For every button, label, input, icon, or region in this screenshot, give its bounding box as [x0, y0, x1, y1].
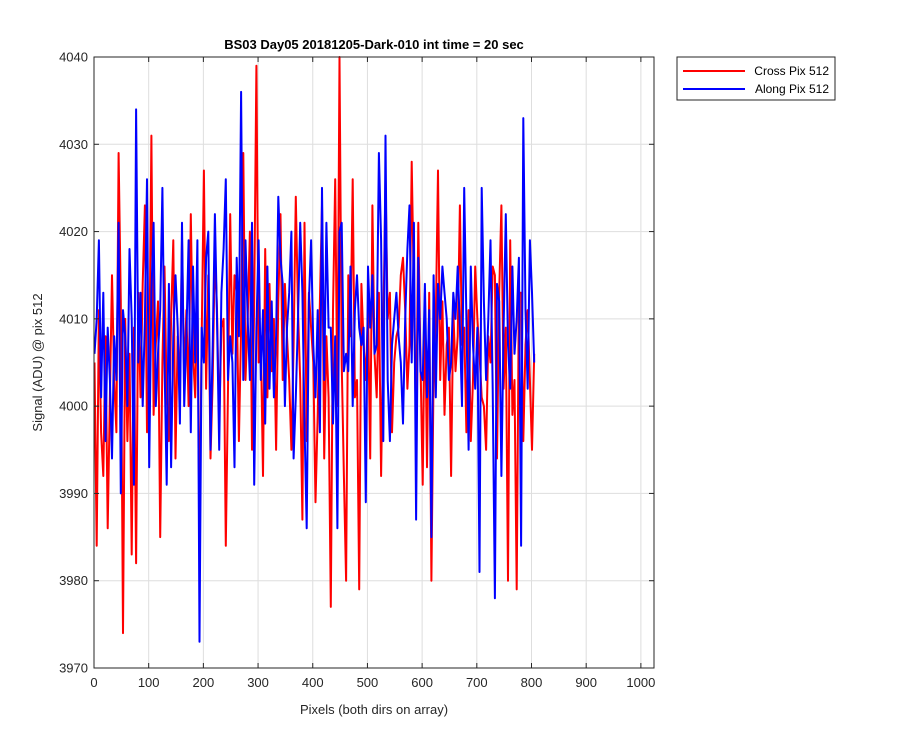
y-tick-label: 4020	[59, 224, 88, 239]
y-tick-label: 4000	[59, 399, 88, 414]
x-tick-label: 1000	[626, 675, 655, 690]
x-tick-label: 100	[138, 675, 160, 690]
y-axis-label: Signal (ADU) @ pix 512	[30, 293, 45, 431]
legend-entry: Along Pix 512	[755, 82, 829, 96]
x-axis-label: Pixels (both dirs on array)	[300, 702, 448, 717]
x-tick-label: 500	[357, 675, 379, 690]
series-line-along-pix-512	[93, 90, 536, 643]
y-tick-label: 3990	[59, 486, 88, 501]
x-tick-label: 900	[575, 675, 597, 690]
y-tick-label: 4010	[59, 311, 88, 326]
x-tick-label: 400	[302, 675, 324, 690]
x-tick-label: 600	[411, 675, 433, 690]
x-tick-label: 800	[521, 675, 543, 690]
x-tick-label: 0	[90, 675, 97, 690]
ticks: 0 100 200 300 400 500 600 700 800 900 1000 3970 3980…	[59, 50, 655, 691]
y-tick-label: 3970	[59, 661, 88, 676]
series-layer	[93, 56, 536, 643]
plot-frame	[93, 56, 655, 669]
legend-box	[676, 56, 836, 101]
y-tick-label: 4040	[59, 50, 88, 65]
legend-entry: Cross Pix 512	[754, 64, 829, 78]
legend: Cross Pix 512 Along Pix 512	[676, 56, 836, 101]
x-tick-label: 700	[466, 675, 488, 690]
chart-title: BS03 Day05 20181205-Dark-010 int time = …	[224, 37, 524, 52]
y-tick-label: 4030	[59, 137, 88, 152]
x-tick-label: 300	[247, 675, 269, 690]
y-tick-label: 3980	[59, 573, 88, 588]
x-tick-label: 200	[193, 675, 215, 690]
